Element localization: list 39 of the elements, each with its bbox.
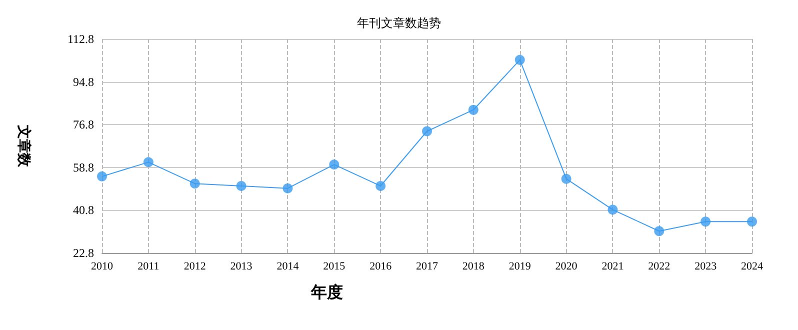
x-tick-label: 2023 [694,260,718,272]
x-axis-title: 年度 [310,282,343,302]
y-tick-label: 22.8 [73,246,94,260]
x-tick-label: 2012 [184,260,206,272]
x-tick-label: 2011 [138,260,160,272]
x-tick-label: 2010 [91,260,114,272]
x-tick-label: 2024 [741,260,764,272]
x-tick-label: 2014 [276,260,300,272]
x-tick-label: 2021 [602,260,624,272]
x-tick-label: 2013 [230,260,253,272]
point [561,174,572,184]
y-axis-title: 文章数 [16,124,32,168]
x-tick-label: 2020 [555,260,578,272]
point [468,104,478,115]
x-tick-label: 2022 [648,260,670,272]
y-tick-label: 94.8 [73,74,94,89]
point [747,216,757,227]
point [97,171,107,182]
x-tick-label: 2017 [416,260,438,272]
x-tick-label: 2019 [508,260,532,272]
y-tick-label: 40.8 [73,203,94,218]
y-tick-label: 76.8 [73,118,94,132]
point [654,226,664,236]
x-tick-label: 2015 [323,260,346,272]
point [608,204,618,215]
point [329,160,340,170]
y-tick-label: 58.8 [73,160,94,174]
point [376,180,386,191]
x-tick-label: 2016 [370,260,392,272]
point [700,216,711,227]
point [282,183,293,194]
point [143,157,154,168]
chart-title: 年刊文章数趋势 [357,16,441,30]
point [422,126,432,136]
point [236,180,246,191]
y-tick-label: 112.8 [67,32,94,46]
point [190,178,200,189]
point [514,54,525,65]
x-tick-label: 2018 [462,260,485,272]
